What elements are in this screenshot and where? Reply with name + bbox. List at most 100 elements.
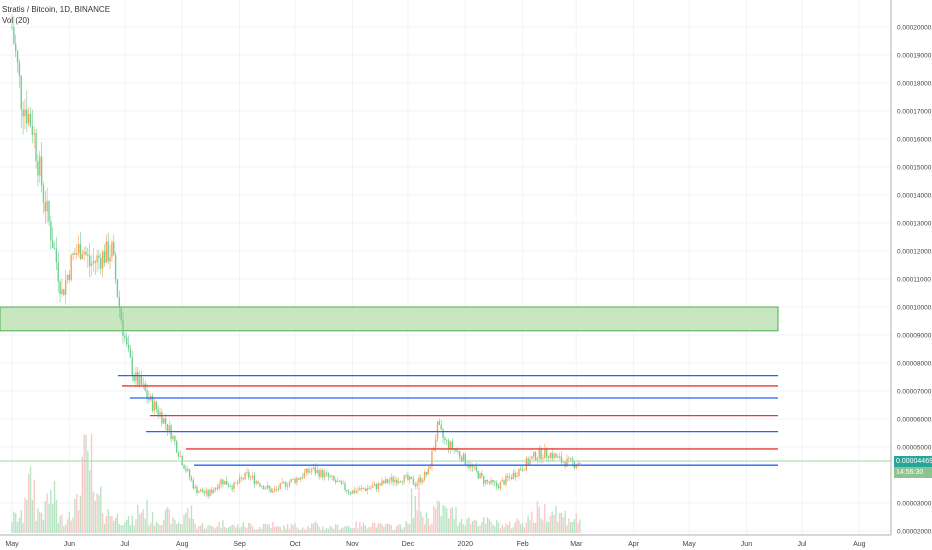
volume-bar bbox=[545, 521, 548, 533]
volume-bar bbox=[373, 522, 376, 533]
candle-body bbox=[201, 489, 204, 493]
resistance-zone[interactable] bbox=[0, 306, 779, 332]
candle-body bbox=[355, 490, 357, 493]
volume-bar bbox=[150, 522, 152, 533]
volume-bar bbox=[138, 514, 141, 533]
volume-bar bbox=[473, 519, 476, 533]
volume-bar bbox=[562, 517, 564, 533]
volume-bar bbox=[320, 529, 322, 533]
candle-body bbox=[311, 469, 313, 472]
candle-body bbox=[496, 482, 498, 487]
volume-bar bbox=[410, 488, 413, 533]
volume-bar bbox=[18, 517, 21, 533]
candle-body bbox=[422, 480, 424, 483]
volume-bar bbox=[126, 519, 128, 533]
candle-body bbox=[52, 240, 54, 249]
candle-body bbox=[207, 490, 209, 497]
volume-bar bbox=[72, 517, 74, 533]
candle-body bbox=[235, 482, 237, 484]
volume-bar bbox=[264, 523, 267, 533]
volume-bar bbox=[140, 512, 143, 533]
candle-body bbox=[577, 463, 579, 466]
volume-bar bbox=[253, 529, 256, 533]
candle-body bbox=[451, 441, 453, 449]
candle-body bbox=[294, 478, 296, 483]
candle-body bbox=[372, 485, 374, 488]
candle-body bbox=[249, 476, 252, 478]
candle-body bbox=[488, 481, 490, 484]
volume-bar bbox=[120, 525, 122, 533]
volume-bar bbox=[394, 529, 396, 533]
candle-body bbox=[251, 475, 254, 477]
price-tick-label: 0.00015000 bbox=[897, 165, 932, 172]
volume-bar bbox=[571, 522, 574, 533]
candle-body bbox=[325, 472, 328, 474]
volume-bar bbox=[181, 524, 183, 533]
candle-body bbox=[129, 348, 132, 358]
volume-bar bbox=[390, 525, 392, 533]
volume-bar bbox=[77, 510, 80, 533]
volume-bar bbox=[153, 525, 156, 533]
candle-body bbox=[198, 491, 200, 493]
volume-bar bbox=[396, 526, 398, 533]
volume-bar bbox=[48, 503, 50, 533]
candle-body bbox=[194, 486, 196, 489]
time-axis[interactable]: May Jun Jul Aug Sep Oct Nov Dec 2020 Feb Mar Apr May… bbox=[5, 541, 865, 548]
volume-bar bbox=[105, 516, 108, 533]
price-axis[interactable]: 0.00020000 0.00019000 0.00018000 0.00017000… bbox=[897, 25, 932, 536]
volume-bar bbox=[460, 518, 463, 533]
candle-body bbox=[299, 477, 302, 480]
candle-body bbox=[507, 476, 509, 478]
candle-body bbox=[39, 156, 41, 176]
candle-body bbox=[288, 482, 291, 486]
volume-bar bbox=[340, 528, 342, 533]
volume-bar bbox=[231, 524, 233, 533]
candle-body bbox=[470, 464, 472, 468]
candle-body bbox=[377, 483, 379, 490]
candle-body bbox=[544, 448, 546, 459]
volume-bar bbox=[288, 529, 291, 533]
candle-body bbox=[172, 436, 174, 439]
candle-body bbox=[305, 468, 307, 473]
volume-bar bbox=[425, 512, 428, 533]
candle-body bbox=[425, 471, 428, 475]
candle-body bbox=[307, 468, 309, 473]
candle-body bbox=[514, 472, 516, 477]
volume-bar bbox=[329, 526, 331, 533]
volume-bar bbox=[127, 516, 130, 533]
volume-bar bbox=[31, 499, 34, 533]
candle-body bbox=[192, 480, 194, 489]
candle-body bbox=[331, 476, 333, 477]
volume-bar bbox=[15, 513, 17, 533]
volume-bar bbox=[549, 515, 552, 533]
volume-bar bbox=[196, 528, 198, 533]
volume-bar bbox=[327, 528, 330, 533]
candle-body bbox=[24, 109, 26, 117]
resistance-zone-box[interactable] bbox=[0, 306, 779, 332]
volume-bar bbox=[216, 526, 219, 533]
horizontal-levels[interactable] bbox=[0, 374, 891, 466]
candle-body bbox=[237, 482, 239, 484]
volume-bar bbox=[577, 523, 579, 533]
volume-bar bbox=[185, 512, 187, 533]
candle-body bbox=[44, 202, 46, 212]
volume-bar bbox=[555, 505, 557, 533]
candle-body bbox=[477, 470, 479, 479]
volume-bar bbox=[292, 525, 294, 533]
candle-body bbox=[510, 477, 513, 479]
volume-bar bbox=[92, 491, 95, 533]
candle-body bbox=[381, 480, 383, 486]
time-tick-label: Jun bbox=[741, 541, 752, 548]
candle-body bbox=[277, 488, 280, 490]
candle-body bbox=[521, 469, 524, 471]
volume-bar bbox=[57, 522, 59, 533]
volume-bar bbox=[13, 511, 15, 533]
candle-body bbox=[155, 401, 157, 410]
volume-bar bbox=[118, 524, 120, 533]
volume-bar bbox=[155, 522, 157, 533]
candle-body bbox=[126, 337, 128, 345]
volume-bar bbox=[163, 519, 165, 533]
volume-bar bbox=[503, 527, 505, 533]
candle-body bbox=[274, 488, 276, 491]
